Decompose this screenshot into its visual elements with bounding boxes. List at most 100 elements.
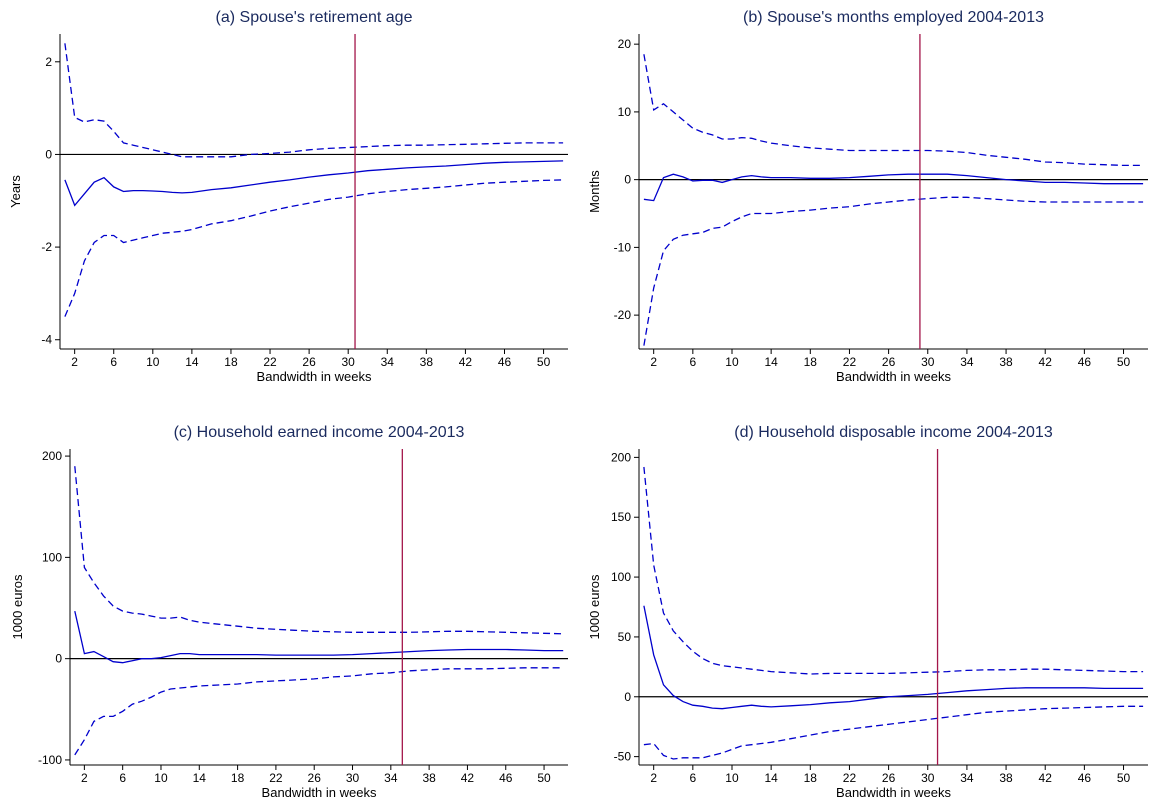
y-tick-label: 0 <box>55 652 62 666</box>
x-tick-label: 10 <box>146 355 160 369</box>
x-tick-label: 18 <box>804 355 818 369</box>
chart-title: (d) Household disposable income 2004-201… <box>734 424 1053 441</box>
y-tick-label: 100 <box>42 550 62 564</box>
upper-ci-line <box>643 466 1144 675</box>
x-tick-label: 30 <box>921 355 935 369</box>
x-tick-label: 14 <box>764 355 778 369</box>
x-tick-label: 50 <box>1117 355 1131 369</box>
x-tick-label: 46 <box>499 771 513 785</box>
y-axis-label: 1000 euros <box>10 574 25 640</box>
x-tick-label: 6 <box>689 771 696 785</box>
x-tick-label: 26 <box>882 771 896 785</box>
x-tick-label: 6 <box>689 355 696 369</box>
x-tick-label: 22 <box>263 355 277 369</box>
x-tick-label: 2 <box>650 355 657 369</box>
x-tick-label: 34 <box>384 771 398 785</box>
y-tick-label: 0 <box>624 173 631 187</box>
x-tick-label: 14 <box>193 771 207 785</box>
x-tick-label: 42 <box>461 771 475 785</box>
x-tick-label: 6 <box>119 771 126 785</box>
x-tick-label: 42 <box>1039 771 1053 785</box>
y-tick-label: -100 <box>38 753 62 767</box>
lower-ci-line <box>74 667 564 756</box>
estimate-line <box>643 173 1144 202</box>
x-tick-label: 26 <box>302 355 316 369</box>
x-tick-label: 38 <box>420 355 434 369</box>
chart-panel-a: (a) Spouse's retirement age Bandwidth in… <box>8 9 568 384</box>
chart-title: (c) Household earned income 2004-2013 <box>174 424 465 441</box>
y-tick-label: 100 <box>611 570 631 584</box>
x-tick-label: 14 <box>185 355 199 369</box>
x-tick-label: 22 <box>843 771 857 785</box>
lower-ci-line <box>643 705 1144 760</box>
upper-ci-line <box>74 466 564 635</box>
x-tick-label: 34 <box>960 355 974 369</box>
x-tick-label: 38 <box>422 771 436 785</box>
y-tick-label: 150 <box>611 510 631 524</box>
x-tick-label: 34 <box>381 355 395 369</box>
x-tick-label: 30 <box>342 355 356 369</box>
x-tick-label: 10 <box>154 771 168 785</box>
y-axis-label: Years <box>8 175 23 208</box>
x-tick-label: 46 <box>1078 771 1092 785</box>
x-tick-label: 30 <box>346 771 360 785</box>
x-tick-label: 10 <box>725 771 739 785</box>
x-axis-label: Bandwidth in weeks <box>836 785 951 800</box>
x-tick-label: 6 <box>110 355 117 369</box>
y-tick-label: 50 <box>618 630 632 644</box>
estimate-line <box>74 610 564 664</box>
x-tick-label: 18 <box>224 355 238 369</box>
x-tick-label: 34 <box>960 771 974 785</box>
x-tick-label: 30 <box>921 771 935 785</box>
y-axis-label: Months <box>587 170 602 213</box>
x-tick-label: 38 <box>999 355 1013 369</box>
x-axis-label: Bandwidth in weeks <box>257 369 372 384</box>
chart-title: (a) Spouse's retirement age <box>216 9 413 26</box>
lower-ci-line <box>64 179 564 317</box>
x-tick-label: 2 <box>650 771 657 785</box>
x-tick-label: 50 <box>537 771 551 785</box>
x-tick-label: 50 <box>537 355 551 369</box>
upper-ci-line <box>643 54 1144 167</box>
x-tick-label: 26 <box>882 355 896 369</box>
y-tick-label: 20 <box>618 37 632 51</box>
x-tick-label: 18 <box>804 771 818 785</box>
x-tick-label: 10 <box>725 355 739 369</box>
chart-panel-c: (c) Household earned income 2004-2013 Ba… <box>10 424 568 800</box>
y-tick-label: 10 <box>618 105 632 119</box>
x-tick-label: 42 <box>1039 355 1053 369</box>
y-tick-label: -10 <box>614 240 632 254</box>
x-tick-label: 50 <box>1117 771 1131 785</box>
y-tick-label: -20 <box>614 308 632 322</box>
x-tick-label: 2 <box>81 771 88 785</box>
y-tick-label: -4 <box>41 333 52 347</box>
y-tick-label: 200 <box>611 450 631 464</box>
y-axis-label: 1000 euros <box>587 574 602 640</box>
estimate-line <box>643 605 1144 710</box>
x-tick-label: 22 <box>269 771 283 785</box>
x-tick-label: 14 <box>764 771 778 785</box>
x-axis-label: Bandwidth in weeks <box>836 369 951 384</box>
y-tick-label: 200 <box>42 449 62 463</box>
estimate-line <box>64 160 564 207</box>
x-tick-label: 2 <box>71 355 78 369</box>
y-tick-label: 2 <box>45 55 52 69</box>
y-tick-label: 0 <box>45 147 52 161</box>
x-tick-label: 18 <box>231 771 245 785</box>
x-tick-label: 26 <box>308 771 322 785</box>
x-axis-label: Bandwidth in weeks <box>262 785 377 800</box>
y-tick-label: 0 <box>624 690 631 704</box>
chart-panel-b: (b) Spouse's months employed 2004-2013 B… <box>587 9 1148 384</box>
y-tick-label: -2 <box>41 240 52 254</box>
x-tick-label: 46 <box>498 355 512 369</box>
chart-title: (b) Spouse's months employed 2004-2013 <box>743 9 1044 26</box>
lower-ci-line <box>643 196 1144 346</box>
x-tick-label: 42 <box>459 355 473 369</box>
upper-ci-line <box>64 43 564 158</box>
x-tick-label: 38 <box>999 771 1013 785</box>
x-tick-label: 46 <box>1078 355 1092 369</box>
chart-panel-d: (d) Household disposable income 2004-201… <box>587 424 1148 800</box>
x-tick-label: 22 <box>843 355 857 369</box>
y-tick-label: -50 <box>614 750 632 764</box>
